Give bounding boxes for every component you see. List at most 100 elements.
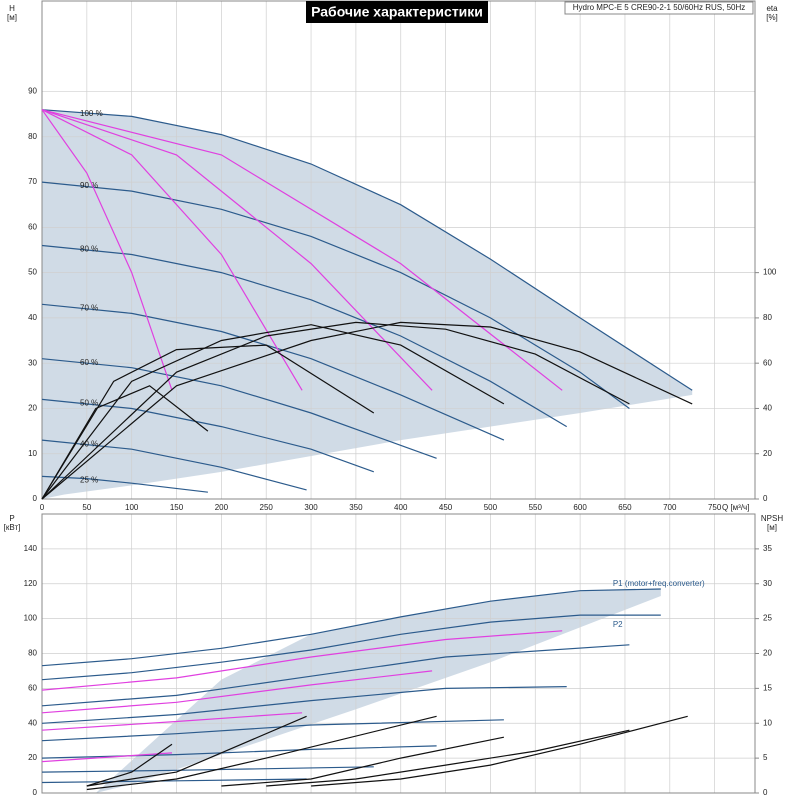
x-tick-label: 100 (125, 503, 139, 512)
y2-tick-label: 20 (763, 649, 772, 658)
y-tick-label: 0 (33, 494, 38, 503)
curve (41, 670, 433, 714)
y-tick-label: 20 (28, 753, 37, 762)
curve (41, 244, 568, 428)
y-tick-label: 40 (28, 718, 37, 727)
y-tick-label: 60 (28, 222, 37, 231)
y2-axis-label: eta (766, 4, 778, 13)
y-tick-label: 70 (28, 177, 37, 186)
x-tick-label: 50 (82, 503, 91, 512)
curve (41, 109, 693, 391)
curve-label: 80 % (80, 245, 98, 254)
x-tick-label: 400 (394, 503, 408, 512)
curve-label: P2 (613, 620, 623, 629)
x-tick-label: 0 (40, 503, 45, 512)
curve (311, 715, 688, 787)
curve (86, 715, 307, 787)
chart-title: Рабочие характеристики (311, 4, 483, 20)
curve (41, 109, 303, 391)
curve-label: P1 (motor+freq.converter) (613, 579, 705, 588)
y-tick-label: 50 (28, 268, 37, 277)
x-tick-label: 300 (304, 503, 318, 512)
y-tick-label: 80 (28, 132, 37, 141)
curve (41, 439, 307, 491)
y-tick-label: 120 (24, 579, 38, 588)
y2-tick-label: 0 (763, 788, 768, 797)
curve (41, 644, 630, 707)
y2-tick-label: 25 (763, 614, 772, 623)
y2-tick-label: 35 (763, 544, 772, 553)
x-tick-label: 200 (215, 503, 229, 512)
y-tick-label: 60 (28, 683, 37, 692)
y2-tick-label: 30 (763, 579, 772, 588)
x-tick-label: 700 (663, 503, 677, 512)
title-box (306, 1, 488, 23)
plots: 0 50 100 150 200 250 300 350 400 450 500 550 600 650 7… (4, 0, 783, 797)
x-tick-label: 500 (484, 503, 498, 512)
curve-label: 70 % (80, 303, 98, 312)
curve (41, 588, 661, 667)
x-tick-label: 450 (439, 503, 453, 512)
y2-tick-label: 0 (763, 494, 768, 503)
curve (41, 181, 630, 409)
y2-tick-label: 15 (763, 683, 772, 692)
curve (41, 321, 693, 500)
curve-label: 90 % (80, 181, 98, 190)
y2-tick-label: 60 (763, 358, 772, 367)
x-axis-label: Q [м³/ч] (722, 503, 749, 512)
curve (41, 630, 563, 691)
curve (221, 736, 505, 787)
y-axis-unit: [кВт] (4, 523, 21, 532)
curve (41, 745, 437, 759)
plot: 0 50 100 150 200 250 300 350 400 450 500 550 600 650 7… (7, 0, 778, 512)
curve (41, 614, 661, 681)
x-tick-label: 750 (708, 503, 722, 512)
curve (41, 719, 504, 742)
y-tick-label: 80 (28, 649, 37, 658)
y2-tick-label: 40 (763, 404, 772, 413)
curve (41, 324, 505, 500)
y2-tick-label: 5 (763, 753, 768, 762)
y-tick-label: 90 (28, 87, 37, 96)
y-axis-unit: [м] (7, 13, 17, 22)
x-tick-label: 250 (260, 503, 274, 512)
y-tick-label: 30 (28, 358, 37, 367)
y-tick-label: 0 (33, 788, 38, 797)
plot: 0 20 40 60 80 100 120 140 0 5 10 15 20 25 30 35 P1 (moto… (4, 513, 783, 797)
curve (41, 778, 307, 784)
curve (41, 109, 433, 391)
x-tick-label: 150 (170, 503, 184, 512)
curve-label: 50 % (80, 399, 98, 408)
y-tick-label: 10 (28, 449, 37, 458)
y-tick-label: 40 (28, 313, 37, 322)
curve (41, 358, 437, 459)
y2-tick-label: 10 (763, 718, 772, 727)
x-tick-label: 600 (573, 503, 587, 512)
y-tick-label: 20 (28, 404, 37, 413)
y2-axis-unit: [%] (766, 13, 778, 22)
curve (86, 743, 173, 787)
y-tick-label: 100 (24, 614, 38, 623)
plot-frame (41, 513, 756, 794)
x-tick-label: 650 (618, 503, 632, 512)
y-axis-label: H (9, 4, 15, 13)
x-tick-label: 350 (349, 503, 363, 512)
y2-axis-label: NPSH (761, 514, 783, 523)
curve-label: 25 % (80, 475, 98, 484)
x-tick-label: 550 (529, 503, 543, 512)
y-axis-label: P (9, 514, 14, 523)
curve-label: 100 % (80, 109, 103, 118)
curve-label: 60 % (80, 358, 98, 367)
curve (41, 686, 567, 724)
curve (41, 766, 374, 773)
curve-label: 40 % (80, 439, 98, 448)
curve (41, 344, 375, 500)
operating-region (42, 109, 693, 500)
curve (41, 385, 209, 500)
y-tick-label: 140 (24, 544, 38, 553)
y2-tick-label: 20 (763, 449, 772, 458)
y2-tick-label: 100 (763, 268, 777, 277)
header-box (564, 1, 754, 15)
